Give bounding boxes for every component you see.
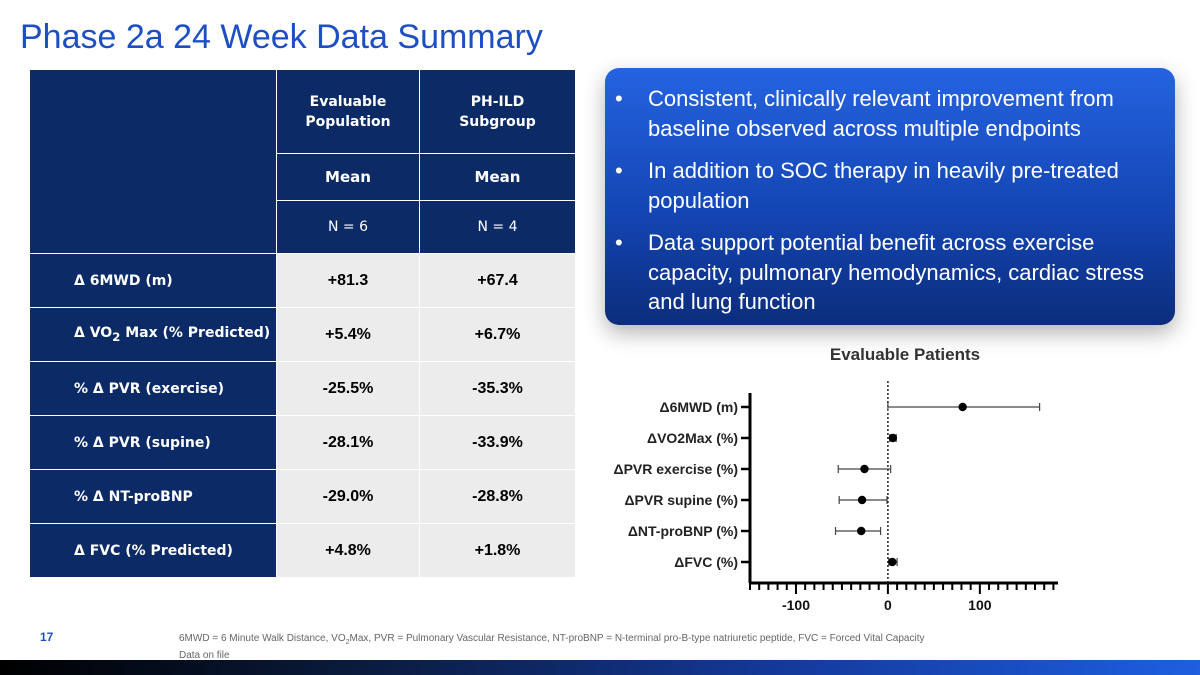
row-label: % Δ PVR (supine) [29, 415, 277, 470]
row-label: Δ FVC (% Predicted) [29, 523, 277, 578]
row-label: Δ VO2 Max (% Predicted) [29, 307, 277, 362]
col-header-line2: Subgroup [459, 113, 536, 130]
footnote-text: Max, PVR = Pulmonary Vascular Resistance… [349, 633, 925, 644]
footer-bar [0, 660, 1200, 675]
page-number: 17 [40, 630, 54, 644]
takeaway-item: • In addition to SOC therapy in heavily p… [615, 156, 1155, 215]
table-row: Δ FVC (% Predicted) +4.8% +1.8% [29, 523, 576, 578]
forest-plot: Evaluable Patients -100 0 100 ΔFVC (%) ΔNT-pr… [595, 335, 1085, 620]
row-label: % Δ NT-proBNP [29, 469, 277, 524]
footnote-line-1: 6MWD = 6 Minute Walk Distance, VO2Max, P… [179, 632, 924, 649]
data-summary-table: Evaluable Population PH-ILD Subgroup Mea… [29, 69, 576, 578]
y-tick-label: ΔNT-proBNP (%) [628, 523, 738, 539]
table-row: Δ 6MWD (m) +81.3 +67.4 [29, 253, 576, 308]
table-cell: +1.8% [419, 523, 576, 578]
col-header-line2: Population [305, 113, 391, 130]
stat-header: Mean [276, 153, 420, 201]
table-cell: -29.0% [276, 469, 420, 524]
row-label: % Δ PVR (exercise) [29, 361, 277, 416]
table-cell: -35.3% [419, 361, 576, 416]
n-header: N = 4 [419, 200, 576, 254]
col-header-phild: PH-ILD Subgroup [419, 69, 576, 154]
col-header-line1: Evaluable [309, 93, 387, 110]
bullet-dot: • [615, 158, 623, 183]
takeaway-text: Data support potential benefit across ex… [648, 230, 1145, 314]
table-cell: -28.8% [419, 469, 576, 524]
y-tick-label: ΔPVR exercise (%) [614, 461, 738, 477]
footnote: 6MWD = 6 Minute Walk Distance, VO2Max, P… [179, 632, 924, 662]
col-header-line1: PH-ILD [470, 93, 525, 110]
n-header: N = 6 [276, 200, 420, 254]
takeaway-text: Consistent, clinically relevant improvem… [648, 86, 1114, 141]
x-tick-label: -100 [782, 597, 810, 613]
x-tick-label: 0 [884, 597, 892, 613]
data-point [857, 495, 867, 505]
row-label-part: Max (% Predicted) [120, 325, 271, 342]
footnote-line-2: Data on file [179, 650, 230, 661]
table-cell: -25.5% [276, 361, 420, 416]
y-tick-label: ΔPVR supine (%) [624, 492, 738, 508]
x-tick-label: 100 [968, 597, 992, 613]
row-label-part: Δ VO [74, 325, 113, 342]
takeaway-item: • Data support potential benefit across e… [615, 228, 1155, 317]
footnote-text: 6MWD = 6 Minute Walk Distance, VO [179, 633, 346, 644]
data-point [860, 464, 869, 474]
takeaway-list: • Consistent, clinically relevant improve… [605, 68, 1175, 317]
table-row: % Δ PVR (exercise) -25.5% -35.3% [29, 361, 576, 416]
takeaway-text: In addition to SOC therapy in heavily pr… [648, 158, 1119, 213]
data-point [857, 526, 866, 536]
table-cell: +5.4% [276, 307, 420, 362]
table-cell: +81.3 [276, 253, 420, 308]
bullet-dot: • [615, 86, 623, 111]
table-cell: +4.8% [276, 523, 420, 578]
data-point [888, 433, 898, 443]
table-row: Δ VO2 Max (% Predicted) +5.4% +6.7% [29, 307, 576, 362]
table-cell: -33.9% [419, 415, 576, 470]
stat-header: Mean [419, 153, 576, 201]
y-tick-label: Δ6MWD (m) [660, 399, 739, 415]
table-corner-cell [29, 69, 277, 254]
key-takeaways-callout: • Consistent, clinically relevant improve… [605, 68, 1175, 325]
table-cell: -28.1% [276, 415, 420, 470]
bullet-dot: • [615, 230, 623, 255]
row-label-subscript: 2 [112, 329, 121, 344]
col-header-evaluable: Evaluable Population [276, 69, 420, 154]
footnote-subscript: 2 [345, 639, 350, 646]
y-tick-label: ΔVO2Max (%) [647, 430, 738, 446]
data-point [888, 557, 897, 567]
takeaway-item: • Consistent, clinically relevant improve… [615, 84, 1155, 143]
row-label: Δ 6MWD (m) [29, 253, 277, 308]
chart-title: Evaluable Patients [830, 345, 980, 364]
table-cell: +67.4 [419, 253, 576, 308]
data-point [958, 402, 967, 412]
y-tick-label: ΔFVC (%) [674, 554, 738, 570]
slide-title: Phase 2a 24 Week Data Summary [20, 18, 543, 56]
forest-plot-svg: Evaluable Patients -100 0 100 ΔFVC (%) ΔNT-pr… [614, 345, 1058, 613]
table-cell: +6.7% [419, 307, 576, 362]
table-row: % Δ NT-proBNP -29.0% -28.8% [29, 469, 576, 524]
table-row: % Δ PVR (supine) -28.1% -33.9% [29, 415, 576, 470]
